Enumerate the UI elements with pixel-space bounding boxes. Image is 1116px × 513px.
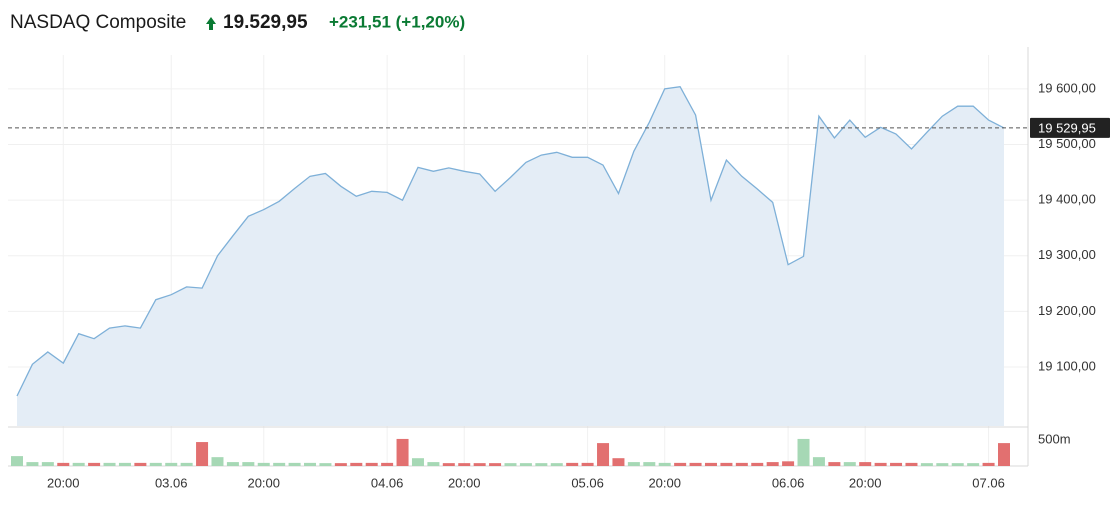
x-tick-label: 20:00 [47, 475, 80, 490]
volume-bar [442, 463, 455, 466]
volume-bar [812, 457, 825, 466]
volume-bar [843, 462, 856, 466]
volume-bar [535, 463, 548, 466]
volume-bar [196, 442, 209, 466]
y-tick-label: 19 200,00 [1038, 303, 1096, 318]
volume-bar [566, 462, 579, 466]
volume-bar [489, 463, 502, 466]
volume-bar [751, 462, 764, 466]
y-tick-label: 19 100,00 [1038, 358, 1096, 373]
volume-bar [998, 443, 1010, 466]
last-value-box [1030, 117, 1110, 138]
volume-bar [242, 462, 255, 466]
volume-bar [782, 461, 795, 466]
volume-bar [41, 462, 54, 466]
x-tick-label: 06.06 [772, 475, 805, 490]
volume-bar [427, 462, 440, 466]
volume-bar [149, 462, 162, 466]
last-value-label: 19 529,95 [1038, 120, 1096, 135]
volume-bar [257, 462, 270, 466]
volume-bar [57, 462, 70, 466]
volume-bar [627, 462, 640, 466]
up-arrow [206, 17, 216, 30]
volume-bar [411, 458, 424, 466]
volume-bar [134, 462, 147, 466]
volume-bar [828, 462, 841, 466]
volume-bar [674, 462, 687, 466]
volume-bar [967, 463, 980, 466]
volume-bar [612, 458, 625, 466]
y-tick-label: 19 600,00 [1038, 80, 1096, 95]
volume-bar [319, 463, 332, 466]
price: 19.529,95 [223, 12, 308, 33]
y-tick-label: 19 400,00 [1038, 192, 1096, 207]
volume-bar [211, 457, 224, 466]
volume-bar [365, 462, 378, 466]
volume-bar [643, 462, 656, 466]
volume-bar [704, 462, 717, 466]
volume-bar [905, 462, 918, 466]
volume-bar [26, 462, 39, 466]
x-tick-label: 20:00 [448, 475, 481, 490]
line [16, 85, 1005, 397]
y-tick-label: 19 300,00 [1038, 247, 1096, 262]
x-tick-label: 20:00 [648, 475, 681, 490]
volume-bar [304, 462, 317, 466]
volume-bar [118, 462, 131, 466]
volume-bar [350, 462, 363, 466]
volume-bar [381, 462, 394, 466]
volume-bar [766, 462, 779, 466]
volume-bar [890, 462, 903, 466]
volume-bar [273, 462, 286, 466]
volume-bar [581, 462, 594, 466]
area [17, 86, 1004, 426]
volume-bar [519, 463, 532, 466]
volume-bar [597, 443, 610, 466]
volume-bar [334, 463, 347, 466]
volume-bar [797, 438, 810, 466]
x-tick-label: 05.06 [571, 475, 604, 490]
volume-bar [458, 463, 471, 466]
volume-bar [103, 462, 116, 466]
x-tick-label: 04.06 [371, 475, 404, 490]
chart-title: NASDAQ Composite [10, 12, 186, 33]
volume-bar [859, 462, 872, 466]
volume-bar [735, 462, 748, 466]
volume-bar [180, 462, 193, 466]
volume-bar [11, 456, 23, 466]
volume-bar [874, 462, 887, 466]
volume-bar [88, 462, 101, 466]
volume-bar [473, 463, 486, 466]
volume-bar [165, 462, 178, 466]
x-tick-label: 03.06 [155, 475, 188, 490]
volume-bar [920, 463, 933, 466]
volume-bar [689, 462, 702, 466]
volume-bar [658, 462, 671, 466]
volume-tick-label: 500m [1038, 431, 1071, 446]
volume-bar [72, 462, 85, 466]
volume-bar [550, 463, 563, 466]
change: +231,51 (+1,20%) [329, 12, 465, 31]
volume-bar [951, 463, 964, 466]
x-tick-label: 20:00 [849, 475, 882, 490]
volume-bar [396, 438, 409, 466]
volume-bar [982, 462, 995, 466]
volume-bar [936, 463, 949, 466]
volume-bar [288, 462, 301, 466]
volume-bar [504, 463, 517, 466]
y-tick-label: 19 500,00 [1038, 136, 1096, 151]
volume-bar [720, 462, 733, 466]
x-tick-label: 20:00 [247, 475, 280, 490]
volume-bar [226, 462, 239, 466]
x-tick-label: 07.06 [972, 475, 1005, 490]
